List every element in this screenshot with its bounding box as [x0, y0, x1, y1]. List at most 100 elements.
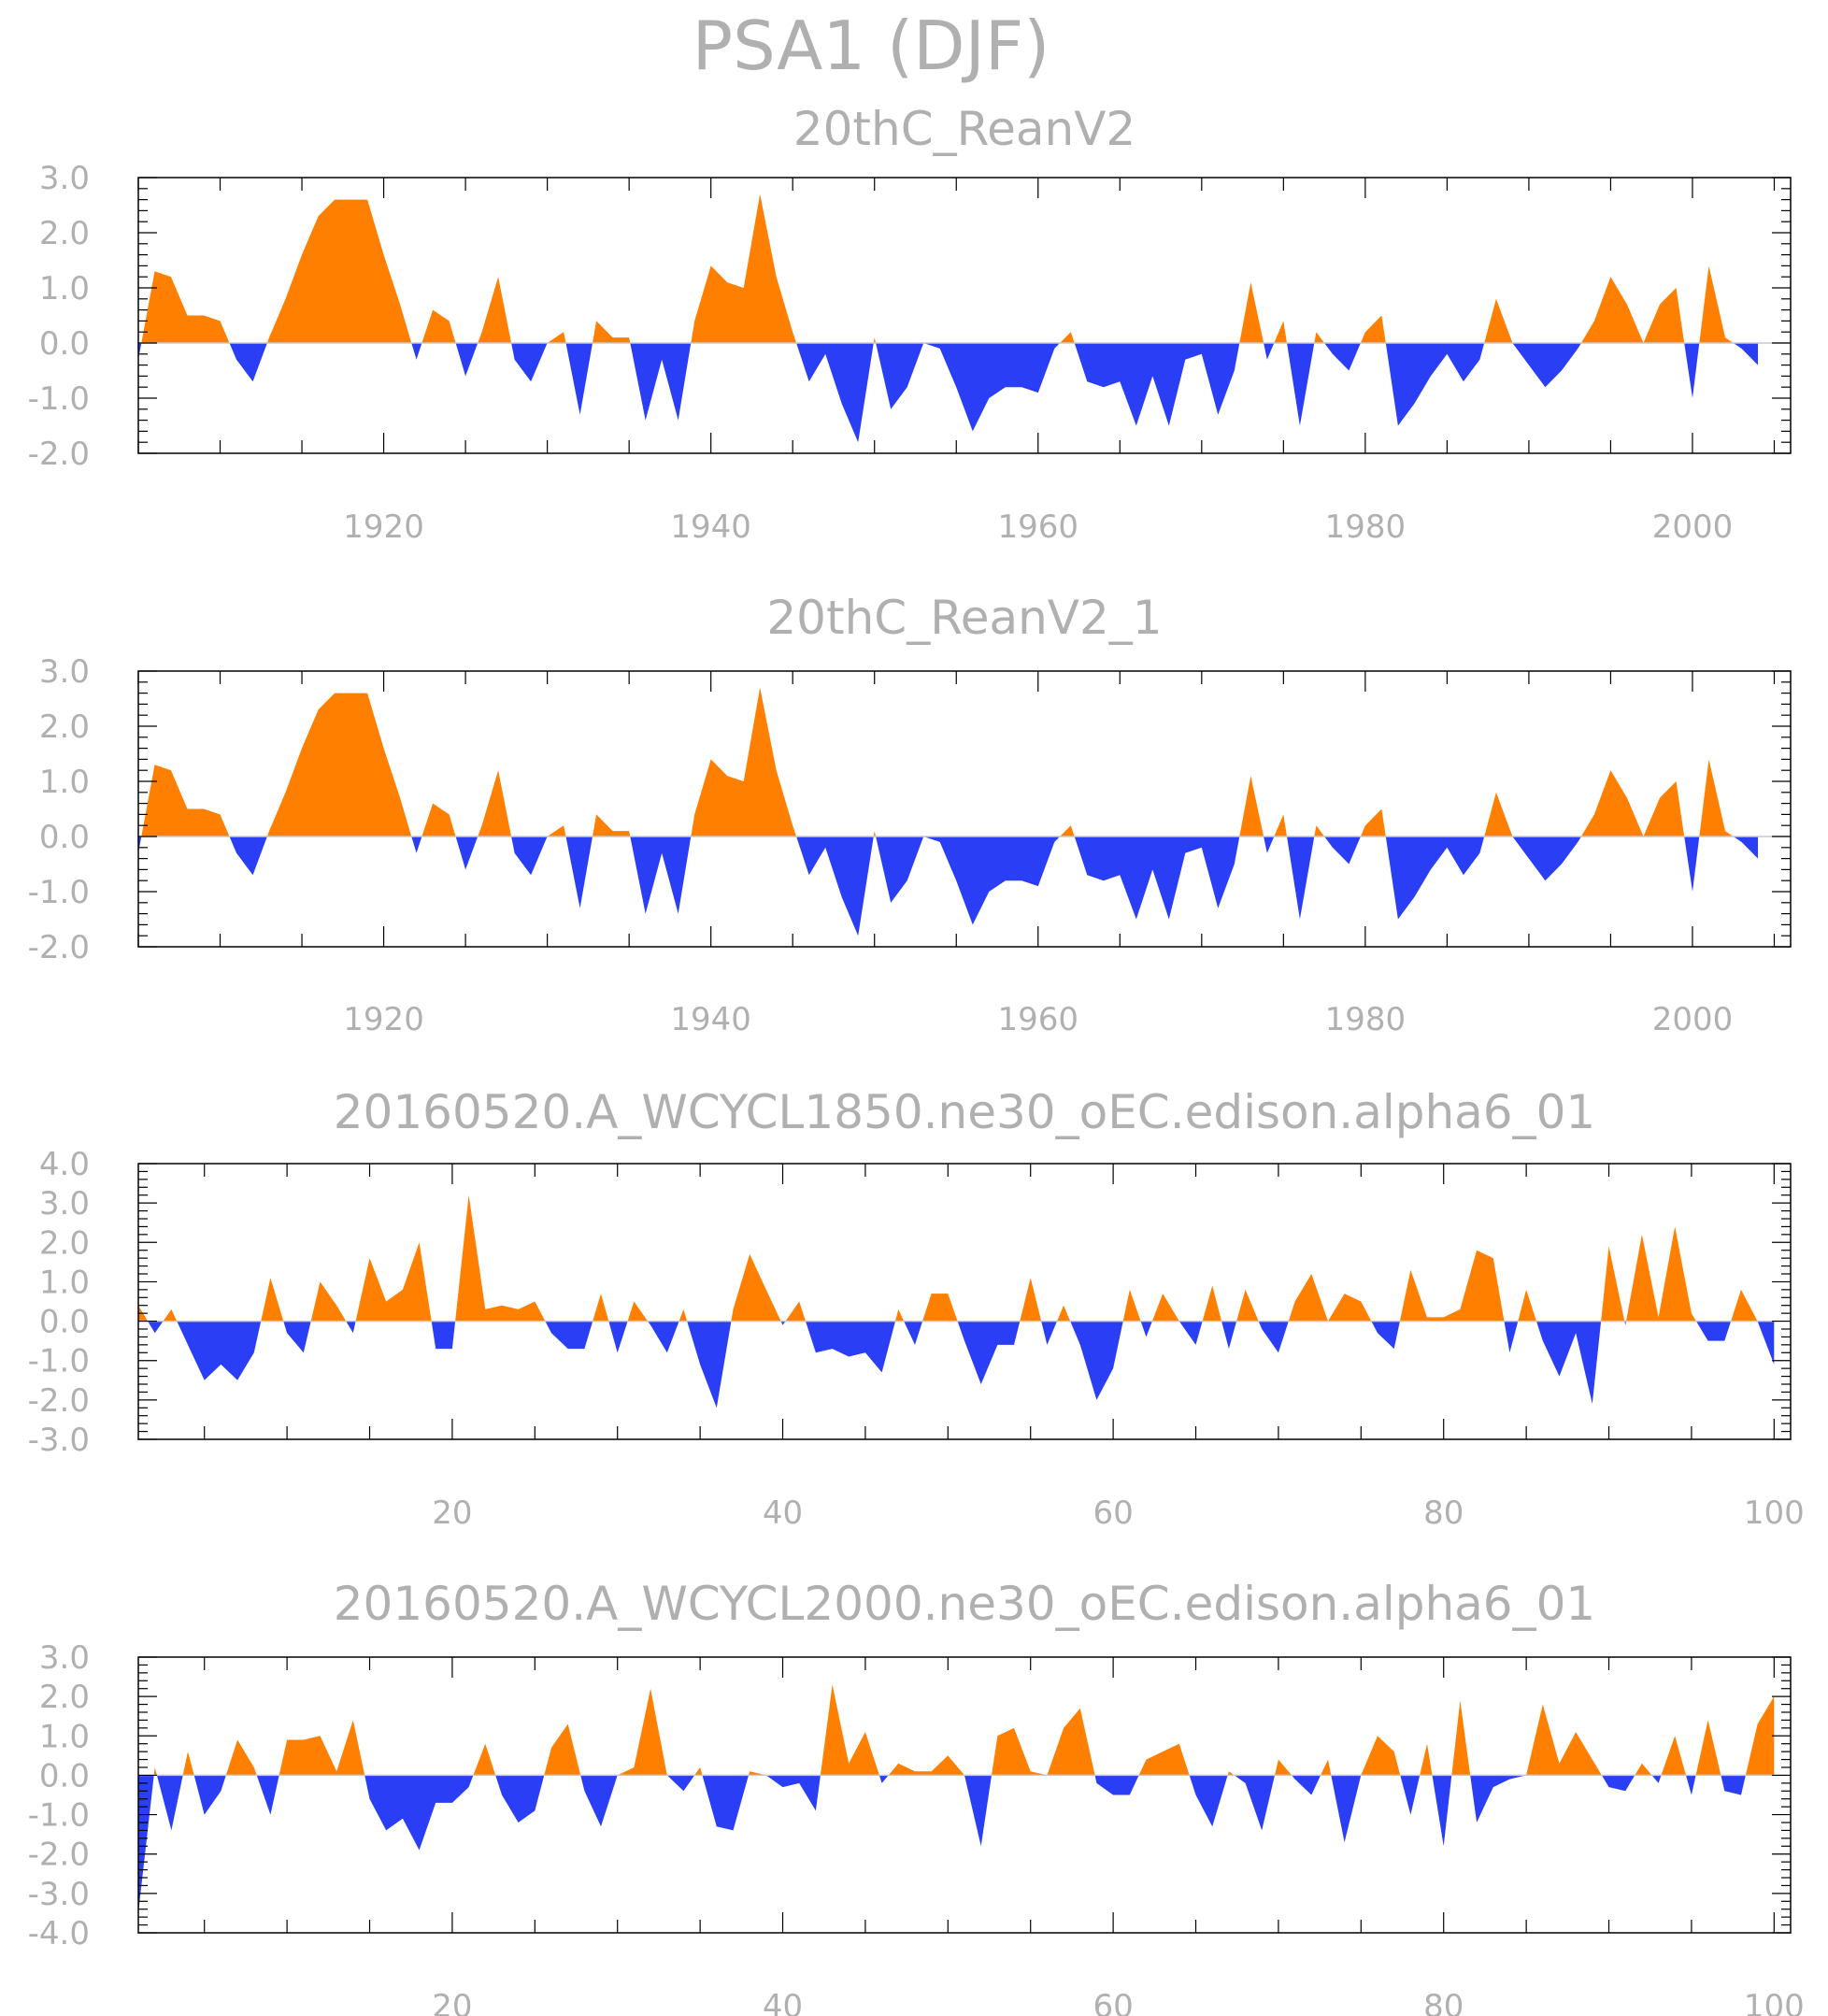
- positive-area-1: [163, 1308, 178, 1322]
- positive-area-14: [1580, 277, 1644, 343]
- positive-area-12: [922, 1294, 958, 1322]
- positive-area-5: [455, 1194, 546, 1322]
- negative-area-3: [455, 343, 478, 377]
- positive-area-7: [627, 1301, 649, 1322]
- positive-area-21: [1635, 1763, 1652, 1776]
- negative-area-14: [1070, 1321, 1123, 1400]
- negative-area-5: [495, 1775, 545, 1823]
- y-tick-label: 3.0: [39, 1185, 90, 1222]
- negative-area-23: [1696, 1321, 1732, 1341]
- negative-area-15: [1512, 343, 1581, 388]
- negative-area-20: [1601, 1775, 1635, 1792]
- positive-area-15: [1643, 781, 1685, 836]
- x-tick-label: 60: [1093, 1494, 1133, 1532]
- positive-area-22: [1518, 1289, 1536, 1322]
- y-tick-label: -1.0: [28, 1797, 90, 1835]
- y-tick-label: -1.0: [28, 380, 90, 418]
- positive-area-18: [1420, 1743, 1433, 1776]
- positive-area-10: [888, 1755, 964, 1776]
- positive-area-5: [544, 1723, 581, 1776]
- negative-area-22: [1624, 1321, 1626, 1325]
- positive-area-13: [1020, 1278, 1042, 1322]
- y-tick-label: -4.0: [28, 1915, 90, 1952]
- positive-area-8: [1060, 332, 1075, 343]
- positive-area-3: [278, 1720, 365, 1776]
- positive-area-9: [1239, 282, 1264, 343]
- y-tick-label: 3.0: [39, 160, 90, 197]
- negative-area-16: [1684, 836, 1700, 892]
- y-tick-label: 0.0: [39, 819, 90, 856]
- negative-area-12: [1094, 1775, 1139, 1795]
- negative-area-5: [545, 1321, 593, 1350]
- positive-area-23: [1695, 1720, 1721, 1776]
- negative-area-10: [1074, 343, 1240, 426]
- x-tick-label: 1940: [670, 1001, 751, 1038]
- positive-area-15: [1275, 1759, 1292, 1776]
- positive-area-16: [1321, 1759, 1332, 1776]
- positive-area-6: [691, 193, 797, 343]
- plot-frame: [137, 1656, 1792, 1934]
- negative-area-2: [411, 836, 422, 853]
- positive-area-16: [1151, 1294, 1179, 1322]
- positive-area-4: [547, 332, 566, 343]
- negative-area-21: [1651, 1775, 1662, 1783]
- x-tick-label: 1920: [343, 508, 424, 546]
- x-tick-label: 100: [1744, 1494, 1805, 1532]
- positive-area-15: [1643, 288, 1685, 343]
- positive-area-16: [1699, 759, 1734, 836]
- negative-area-17: [1400, 1775, 1421, 1815]
- positive-area-23: [1601, 1246, 1625, 1322]
- positive-area-0: [138, 1305, 149, 1322]
- negative-area-11: [1264, 343, 1275, 360]
- positive-area-20: [1328, 1294, 1372, 1322]
- negative-area-22: [1686, 1775, 1696, 1795]
- x-tick-label: 1980: [1325, 1001, 1407, 1038]
- y-tick-label: 0.0: [39, 1304, 90, 1341]
- x-tick-label: 100: [1744, 1988, 1805, 2016]
- positive-area-0: [153, 1767, 157, 1776]
- negative-area-12: [1287, 343, 1315, 426]
- negative-area-4: [431, 1321, 456, 1350]
- negative-area-20: [1504, 1321, 1519, 1353]
- negative-area-8: [702, 1775, 749, 1831]
- positive-area-9: [731, 1253, 781, 1322]
- negative-area-10: [806, 1321, 895, 1373]
- x-tick-label: 20: [432, 1494, 472, 1532]
- positive-area-9: [820, 1684, 879, 1776]
- negative-area-2: [411, 343, 422, 360]
- positive-area-8: [678, 1308, 688, 1322]
- negative-area-7: [648, 1321, 679, 1353]
- positive-area-10: [1274, 321, 1287, 343]
- negative-area-10: [878, 1775, 889, 1783]
- plot-frame: [137, 177, 1792, 454]
- positive-area-17: [1361, 1736, 1401, 1776]
- y-tick-label: 3.0: [39, 1639, 90, 1677]
- y-tick-label: -1.0: [28, 874, 90, 911]
- positive-area-10: [1274, 814, 1287, 836]
- positive-area-17: [1202, 1285, 1222, 1322]
- negative-area-5: [565, 343, 593, 415]
- negative-area-21: [1536, 1321, 1602, 1405]
- negative-area-17: [1221, 1321, 1237, 1350]
- negative-area-13: [1189, 1775, 1228, 1827]
- positive-area-3: [478, 277, 512, 343]
- positive-area-11: [1314, 332, 1325, 343]
- negative-area-14: [1385, 343, 1485, 426]
- positive-area-21: [1399, 1250, 1505, 1322]
- negative-area-14: [1385, 836, 1485, 920]
- positive-area-20: [1526, 1704, 1602, 1776]
- positive-area-16: [1699, 265, 1734, 343]
- positive-area-4: [473, 1743, 496, 1776]
- x-tick-label: 1920: [343, 1001, 424, 1038]
- negative-area-11: [904, 1321, 923, 1345]
- y-tick-label: 2.0: [39, 1679, 90, 1716]
- negative-area-0: [138, 836, 142, 853]
- negative-area-9: [923, 836, 1061, 925]
- y-tick-label: -3.0: [28, 1422, 90, 1459]
- negative-area-16: [1331, 1775, 1362, 1843]
- positive-area-25: [1731, 1289, 1758, 1322]
- negative-area-3: [346, 1321, 356, 1334]
- y-tick-label: 1.0: [39, 764, 90, 801]
- negative-area-8: [687, 1321, 732, 1408]
